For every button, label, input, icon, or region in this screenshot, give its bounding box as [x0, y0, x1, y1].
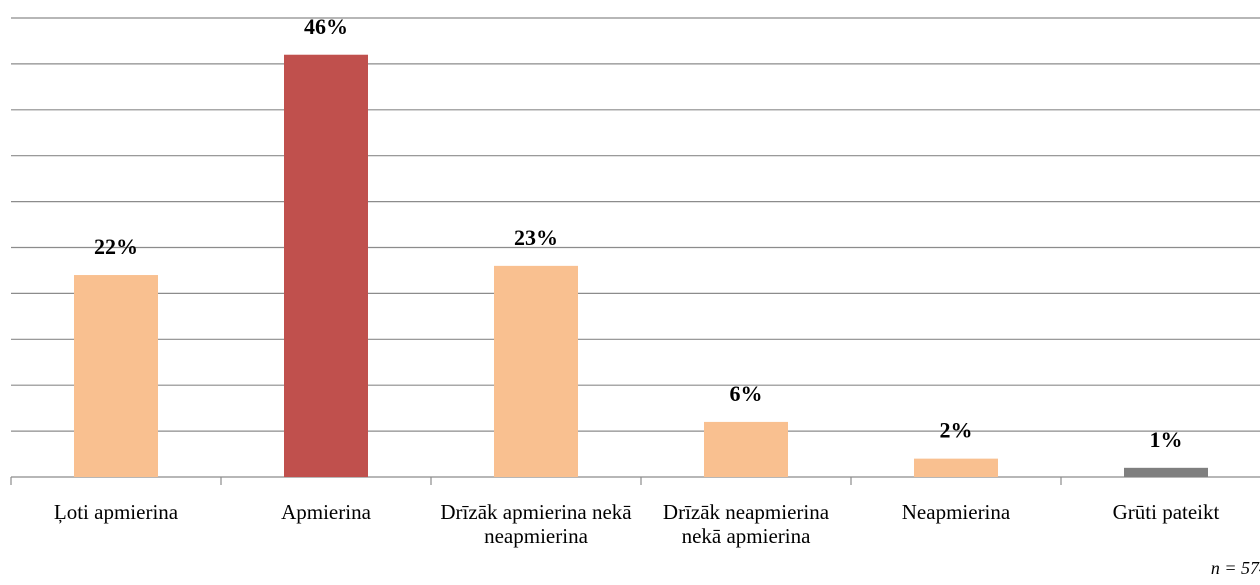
- x-tick-label: Apmierina: [281, 500, 371, 524]
- bar: [74, 275, 158, 477]
- bar: [704, 421, 788, 477]
- data-label: 2%: [940, 418, 973, 443]
- bar: [284, 54, 368, 477]
- bar: [494, 265, 578, 477]
- bar: [1124, 467, 1208, 477]
- x-tick-label: Grūti pateikt: [1112, 500, 1220, 524]
- data-label: 1%: [1150, 427, 1183, 452]
- x-tick-label: Drīzāk apmierina nekā neapmierina: [440, 500, 632, 548]
- data-label: 46%: [304, 14, 348, 39]
- x-tick-label: Drīzāk neapmierina nekā apmierina: [662, 500, 830, 548]
- data-label: 22%: [94, 234, 138, 259]
- x-tick-label: Ļoti apmierina: [53, 500, 179, 524]
- note: n = 574: [1210, 558, 1260, 578]
- data-label: 23%: [514, 225, 558, 250]
- x-tick-label: Neapmierina: [901, 500, 1011, 524]
- data-label: 6%: [730, 381, 763, 406]
- bar: [914, 458, 998, 477]
